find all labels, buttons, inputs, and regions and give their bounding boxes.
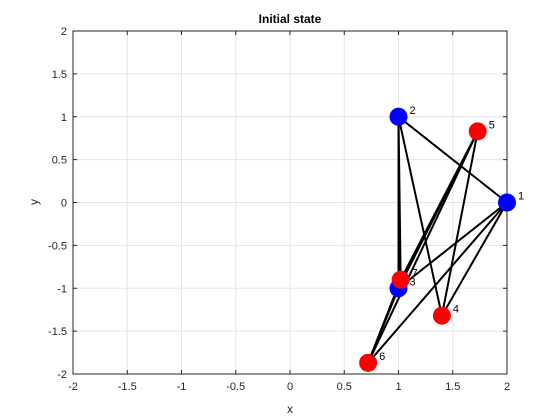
x-tick-label: 0: [287, 381, 293, 393]
edge-5-4: [440, 131, 479, 316]
node-label-6: 6: [379, 351, 385, 363]
node-label-5: 5: [489, 119, 495, 131]
node-label-2: 2: [410, 105, 416, 117]
x-tick-label: -2: [68, 381, 78, 393]
x-axis-label: x: [287, 402, 293, 416]
edge-1-6: [367, 201, 508, 364]
x-tick-label: -1.5: [118, 381, 137, 393]
edge-5-6: [367, 130, 479, 364]
y-tick-label: -0.5: [48, 240, 67, 252]
edge-1-2: [397, 115, 508, 204]
node-5: [468, 122, 487, 141]
grid: [73, 31, 507, 374]
x-tick-label: -1: [177, 381, 187, 393]
y-tick-label: -1: [57, 283, 67, 295]
node-4: [432, 306, 451, 325]
node-label-1: 1: [518, 191, 524, 203]
x-tick-label: -0.5: [226, 381, 245, 393]
nodes: 1 2 3 4 5 6 7: [359, 105, 524, 372]
y-tick-label: 1: [61, 112, 67, 124]
y-tick-label: 0: [61, 198, 67, 210]
y-tick-label: -1.5: [48, 326, 67, 338]
node-label-4: 4: [453, 304, 459, 316]
x-tick-label: 0.5: [337, 381, 352, 393]
y-tick-label: 0.5: [52, 155, 67, 167]
node-2: [389, 107, 408, 126]
edge-1-3: [397, 201, 508, 290]
node-label-7: 7: [412, 268, 418, 280]
edge-3-6: [367, 287, 400, 364]
chart-title: Initial state: [259, 12, 322, 26]
x-tick-label: 1: [395, 381, 401, 393]
node-1: [498, 193, 516, 212]
y-tick-label: -2: [57, 369, 67, 381]
edge-2-4: [397, 116, 443, 316]
edge-1-4: [441, 202, 508, 317]
node-7: [391, 270, 410, 289]
y-axis-label: y: [27, 199, 41, 205]
x-tick-label: 2: [504, 381, 510, 393]
edges: [367, 115, 508, 364]
node-6: [359, 353, 378, 372]
node-label-3: 3: [410, 276, 416, 288]
y-tick-label: 2: [61, 26, 67, 38]
x-tick-label: 1.5: [445, 381, 460, 393]
y-tick-label: 1.5: [52, 69, 67, 81]
